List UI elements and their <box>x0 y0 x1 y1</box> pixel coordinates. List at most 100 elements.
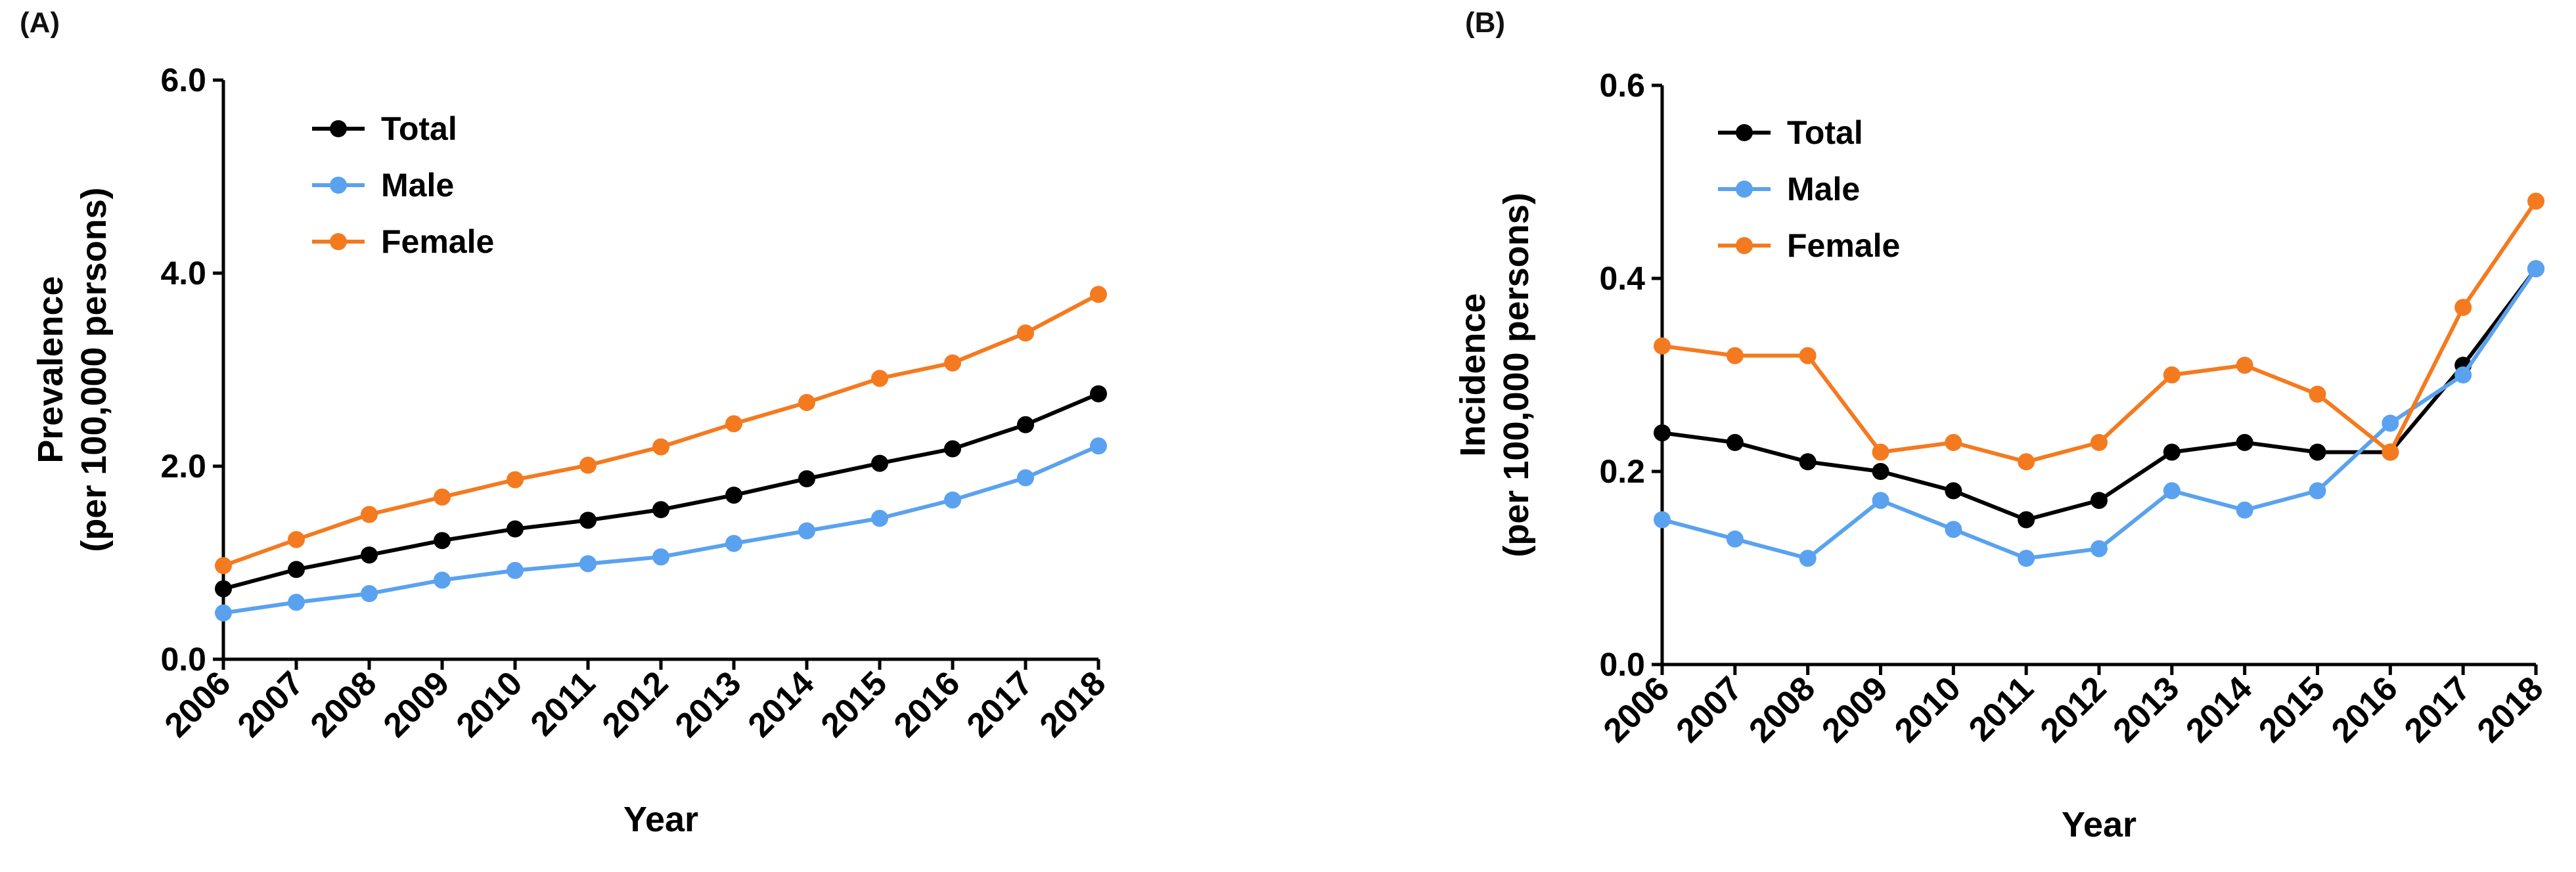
x-tick-label: 2007 <box>231 664 311 745</box>
data-point-female <box>215 557 232 575</box>
legend-label: Male <box>381 167 454 204</box>
data-point-total <box>2236 433 2253 451</box>
x-tick-label: 2009 <box>376 664 457 745</box>
data-point-total <box>2090 492 2108 510</box>
data-point-total <box>1872 463 1889 480</box>
x-tick-label: 2009 <box>1815 669 1895 750</box>
panel-label: (B) <box>1465 7 1506 39</box>
panel-label: (A) <box>20 7 60 39</box>
y-tick-label: 0.4 <box>1599 260 1645 297</box>
data-point-male <box>1799 550 1817 567</box>
y-tick-label: 0.0 <box>1599 646 1645 683</box>
data-point-female <box>652 438 669 456</box>
y-axis-title: Prevalence (per 100,000 persons) <box>31 187 114 552</box>
legend-swatch-marker <box>330 120 347 137</box>
data-point-total <box>361 546 378 564</box>
data-point-female <box>361 506 378 523</box>
legend-swatch-marker <box>330 233 347 250</box>
x-tick-label: 2016 <box>2324 669 2405 750</box>
data-point-female <box>725 415 742 433</box>
series-line-female <box>222 292 1100 568</box>
data-point-total <box>2163 443 2181 461</box>
data-point-male <box>507 561 524 579</box>
data-point-female <box>434 489 451 506</box>
legend-swatch-marker <box>1736 124 1753 141</box>
x-tick-label: 2010 <box>1887 669 1968 750</box>
data-point-female <box>1654 337 1671 355</box>
data-point-total <box>944 440 961 458</box>
data-point-male <box>944 491 961 509</box>
data-point-male <box>871 510 888 527</box>
data-point-female <box>798 393 815 411</box>
data-point-total <box>652 501 669 519</box>
data-point-male <box>579 555 597 573</box>
data-point-male <box>361 585 378 603</box>
data-point-female <box>1017 324 1034 342</box>
data-point-female <box>1799 347 1817 364</box>
data-point-male <box>215 604 232 622</box>
data-point-female <box>2454 299 2472 316</box>
data-point-total <box>1799 453 1817 471</box>
y-tick-label: 0.2 <box>1599 453 1645 490</box>
legend-label: Female <box>1787 227 1900 264</box>
y-axis-title-line: (per 100,000 persons) <box>1497 192 1536 557</box>
data-point-female <box>944 354 961 372</box>
data-point-male <box>2018 550 2035 567</box>
data-point-male <box>1654 511 1671 529</box>
data-point-total <box>798 470 815 488</box>
x-tick-label: 2018 <box>2470 669 2551 750</box>
y-tick-label: 2.0 <box>160 448 206 485</box>
chart-panel-b: (B) 0.0 0.2 0.4 0.6 2006 2007 2008 2009 2010 2011… <box>1288 0 2576 872</box>
data-point-male <box>798 522 815 540</box>
data-point-female <box>1726 347 1744 364</box>
data-point-female <box>1090 286 1107 303</box>
data-point-female <box>579 456 597 474</box>
series-line-male <box>1661 267 2538 561</box>
x-axis-title: Year <box>2062 805 2136 844</box>
data-point-male <box>1945 521 1962 538</box>
x-tick-label: 2017 <box>960 664 1041 745</box>
x-tick-label: 2011 <box>1962 669 2041 749</box>
legend-swatch-marker <box>330 177 347 194</box>
data-point-total <box>1945 482 1962 500</box>
data-point-total <box>1017 416 1034 433</box>
data-point-total <box>434 532 451 550</box>
x-tick-label: 2015 <box>2251 669 2332 750</box>
y-axis-title-line: Prevalence <box>31 276 70 463</box>
incidence-chart: 0.00.20.40.62006200720082009201020112012… <box>1453 67 2551 844</box>
data-point-female <box>2018 453 2035 471</box>
data-point-total <box>579 512 597 529</box>
data-point-total <box>2018 511 2035 529</box>
x-tick-label: 2013 <box>668 664 749 745</box>
legend-label: Total <box>1787 114 1863 151</box>
data-point-total <box>725 487 742 504</box>
y-tick-label: 0.0 <box>160 641 206 678</box>
data-point-male <box>652 548 669 566</box>
data-point-male <box>434 571 451 589</box>
data-point-male <box>2309 482 2326 500</box>
y-tick-label: 4.0 <box>160 255 206 292</box>
data-point-female <box>2382 443 2399 461</box>
data-point-total <box>288 561 305 578</box>
data-point-total <box>1654 424 1671 442</box>
data-point-female <box>2163 366 2181 383</box>
x-tick-label: 2008 <box>304 664 384 745</box>
data-point-female <box>507 471 524 489</box>
y-axis-title-line: (per 100,000 persons) <box>74 187 114 552</box>
data-point-total <box>1726 433 1744 451</box>
series-line-male <box>223 444 1100 615</box>
x-tick-label: 2013 <box>2106 669 2187 750</box>
legend-swatch-marker <box>1736 181 1753 198</box>
y-tick-label: 6.0 <box>160 62 206 98</box>
x-tick-label: 2012 <box>595 664 676 745</box>
x-tick-label: 2008 <box>1742 669 1822 750</box>
data-point-male <box>1090 437 1107 455</box>
legend-label: Male <box>1787 171 1860 207</box>
chart-panel-a: (A) 0.0 2.0 4.0 6.0 2006 2007 2008 2009 2010 2011… <box>20 7 1113 839</box>
x-tick-label: 2010 <box>449 664 530 745</box>
data-point-female <box>871 370 888 387</box>
x-tick-label: 2017 <box>2397 669 2478 750</box>
data-point-total <box>1090 385 1107 403</box>
legend-label: Total <box>381 110 457 147</box>
x-tick-label: 2016 <box>887 664 968 745</box>
